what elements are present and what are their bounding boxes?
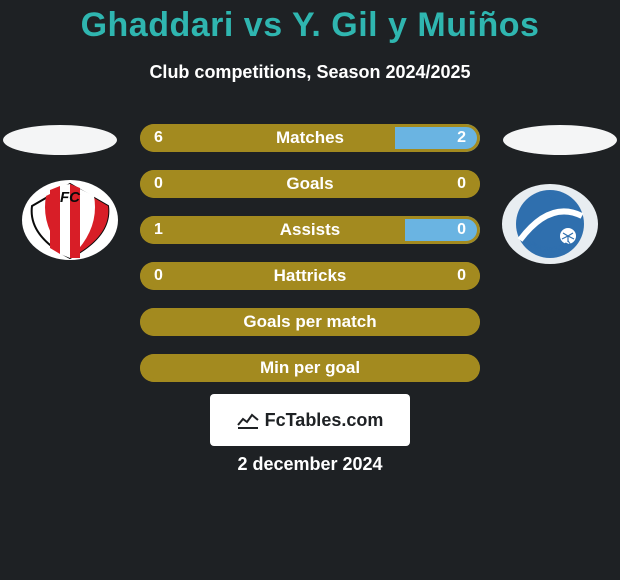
brand-text: FcTables.com xyxy=(265,410,384,431)
stat-value-left: 6 xyxy=(154,124,163,152)
vs-text: vs xyxy=(244,6,283,44)
subtitle: Club competitions, Season 2024/2025 xyxy=(0,62,620,83)
comparison-card: Ghaddari vs Y. Gil y Muiños Club competi… xyxy=(0,0,620,580)
chart-icon xyxy=(237,411,259,429)
stat-row: Assists1 0 xyxy=(140,216,480,244)
svg-text:FC: FC xyxy=(60,189,81,206)
stat-label: Goals per match xyxy=(140,308,480,336)
stat-label: Matches xyxy=(140,124,480,152)
stat-value-right: 0 xyxy=(457,216,466,244)
stat-label: Hattricks xyxy=(140,262,480,290)
stat-row: Goals0 0 xyxy=(140,170,480,198)
stat-label: Min per goal xyxy=(140,354,480,382)
stat-value-left: 1 xyxy=(154,216,163,244)
stat-value-left: 0 xyxy=(154,170,163,198)
stat-label: Goals xyxy=(140,170,480,198)
stat-value-right: 0 xyxy=(457,262,466,290)
brand-footer: FcTables.com xyxy=(210,394,410,446)
club-crest-right: FC EINDHOVEN xyxy=(500,182,600,266)
player-right-placeholder-oval xyxy=(503,125,617,155)
club-crest-left: FC xyxy=(20,178,120,262)
stat-value-right: 0 xyxy=(457,170,466,198)
eindhoven-crest-icon: FC EINDHOVEN xyxy=(500,182,600,266)
stat-row: Hattricks0 0 xyxy=(140,262,480,290)
stat-value-left: 0 xyxy=(154,262,163,290)
stat-row: Goals per match xyxy=(140,308,480,336)
stat-label: Assists xyxy=(140,216,480,244)
player-left-name: Ghaddari xyxy=(81,6,234,44)
svg-text:FC: FC xyxy=(543,192,556,203)
stats-container: Matches62Goals00Assists10Hattricks00Goal… xyxy=(140,124,480,400)
stat-value-right: 2 xyxy=(457,124,466,152)
player-right-name: Y. Gil y Muiños xyxy=(292,6,539,44)
player-left-placeholder-oval xyxy=(3,125,117,155)
generated-date: 2 december 2024 xyxy=(0,454,620,475)
stat-row: Min per goal xyxy=(140,354,480,382)
page-title: Ghaddari vs Y. Gil y Muiños xyxy=(0,6,620,45)
utrecht-crest-icon: FC xyxy=(20,178,120,262)
stat-row: Matches6 2 xyxy=(140,124,480,152)
